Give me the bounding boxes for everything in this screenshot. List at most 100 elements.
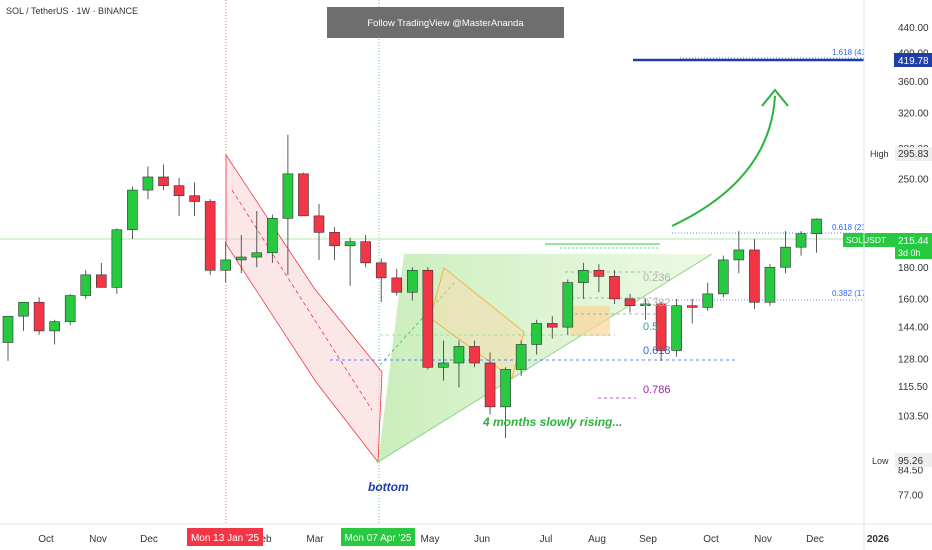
- candle: [282, 134, 294, 275]
- candle: [795, 231, 807, 256]
- time-tick-label: Oct: [703, 534, 719, 545]
- candle: [375, 258, 387, 303]
- candle-body-up: [438, 362, 449, 368]
- candle: [640, 298, 651, 320]
- candle: [127, 186, 138, 239]
- candle-body-up: [142, 176, 154, 191]
- candle: [173, 178, 185, 216]
- impulse-trendline: [379, 281, 456, 366]
- price-tick-label: 128.00: [898, 354, 929, 365]
- time-tick-label: Dec: [140, 534, 158, 545]
- watermark-box: [327, 7, 564, 38]
- candle-body-up: [267, 218, 278, 254]
- candle-body-up: [235, 256, 247, 261]
- candle: [18, 301, 29, 331]
- candle: [531, 319, 543, 355]
- low-value-box: [895, 453, 932, 467]
- candle-body-up: [671, 305, 682, 351]
- candle: [515, 340, 527, 377]
- price-tick-label: 360.00: [898, 77, 929, 88]
- time-tick-label: Oct: [38, 534, 54, 545]
- fib-0382-right-label: 0.382 (171.88): [832, 289, 884, 298]
- candle-body-down: [624, 298, 636, 306]
- candle: [189, 182, 200, 216]
- candle-body-up: [795, 233, 807, 248]
- price-tick-label: 320.00: [898, 108, 929, 119]
- candle-body-down: [422, 269, 434, 368]
- candle-body-down: [593, 269, 605, 277]
- fib-05-label: 0.5: [643, 321, 658, 333]
- candle: [764, 264, 776, 306]
- candle-body-up: [500, 369, 511, 408]
- price-tick-label: 180.00: [898, 263, 929, 274]
- candle-body-down: [96, 274, 107, 288]
- watermark-text: Follow TradingView @MasterAnanda: [367, 18, 524, 29]
- rising-annotation: 4 months slowly rising...: [482, 415, 622, 429]
- price-tick-label: 440.00: [898, 23, 929, 34]
- candle: [142, 166, 154, 200]
- high-value: 295.83: [898, 149, 929, 160]
- candle-body-up: [531, 323, 543, 345]
- candle: [158, 164, 169, 191]
- arrow-head: [761, 88, 789, 107]
- candle: [267, 214, 278, 263]
- candle-body-up: [251, 252, 263, 258]
- candle-body-down: [749, 249, 760, 303]
- candle-body-up: [515, 344, 527, 370]
- candle: [702, 282, 714, 311]
- accumulation-box: [570, 306, 610, 336]
- candle-body-up: [733, 249, 745, 261]
- candle-body-up: [127, 189, 138, 231]
- candle-body-down: [189, 195, 200, 202]
- time-labels: Oct Nov Dec Feb Mar May Jun Jul Aug Sep Oct Nov Dec 2…: [38, 534, 889, 545]
- high-label: High: [870, 149, 889, 159]
- candle-body-up: [220, 259, 231, 271]
- candle: [49, 319, 60, 345]
- time-tick-label: Aug: [588, 534, 606, 545]
- candle: [438, 340, 449, 381]
- price-axis[interactable]: [864, 0, 932, 524]
- candle-body-up: [49, 321, 60, 332]
- fib-0382-label: 0.382: [643, 297, 671, 309]
- candle: [204, 199, 216, 275]
- time-tick-label: Mar: [306, 534, 324, 545]
- candle: [500, 367, 511, 439]
- price-tick-label: 115.50: [898, 382, 928, 393]
- candle-body-up: [80, 274, 92, 296]
- fib-1618-right-label: 1.618 (419.78): [832, 48, 884, 57]
- candle: [422, 267, 434, 370]
- candle: [578, 262, 589, 299]
- candle: [717, 255, 729, 298]
- candle-body-up: [578, 269, 589, 283]
- jan-date-badge: [187, 528, 263, 546]
- candle-body-down: [686, 305, 698, 308]
- candle-body-up: [111, 229, 123, 288]
- candle-body-up: [562, 282, 574, 328]
- candle: [453, 340, 465, 388]
- candle: [33, 297, 45, 335]
- candle-body-down: [609, 276, 620, 300]
- candle-body-up: [780, 246, 791, 268]
- candle-body-down: [469, 346, 480, 364]
- price-tick-label: 144.00: [898, 323, 929, 334]
- bull-flag: [429, 267, 525, 379]
- symbol-header: SOL / TetherUS · 1W · BINANCE: [6, 6, 138, 16]
- candle: [313, 203, 325, 260]
- price-tick-label: 250.00: [898, 175, 929, 186]
- candle-body-up: [344, 241, 356, 247]
- candle: [96, 262, 107, 288]
- candle: [733, 231, 745, 274]
- candle: [811, 218, 822, 253]
- low-value: 95.26: [898, 456, 923, 467]
- candle: [546, 316, 558, 339]
- candle: [111, 228, 123, 294]
- rising-wedge-edge: [377, 253, 713, 463]
- candle-body-down: [329, 232, 340, 247]
- apr-date-text: Mon 07 Apr '25: [345, 533, 412, 544]
- last-price: 215.44: [898, 236, 929, 247]
- candle: [360, 235, 371, 268]
- candle: [609, 270, 620, 304]
- candle-body-down: [173, 185, 185, 197]
- time-axis[interactable]: [0, 524, 932, 550]
